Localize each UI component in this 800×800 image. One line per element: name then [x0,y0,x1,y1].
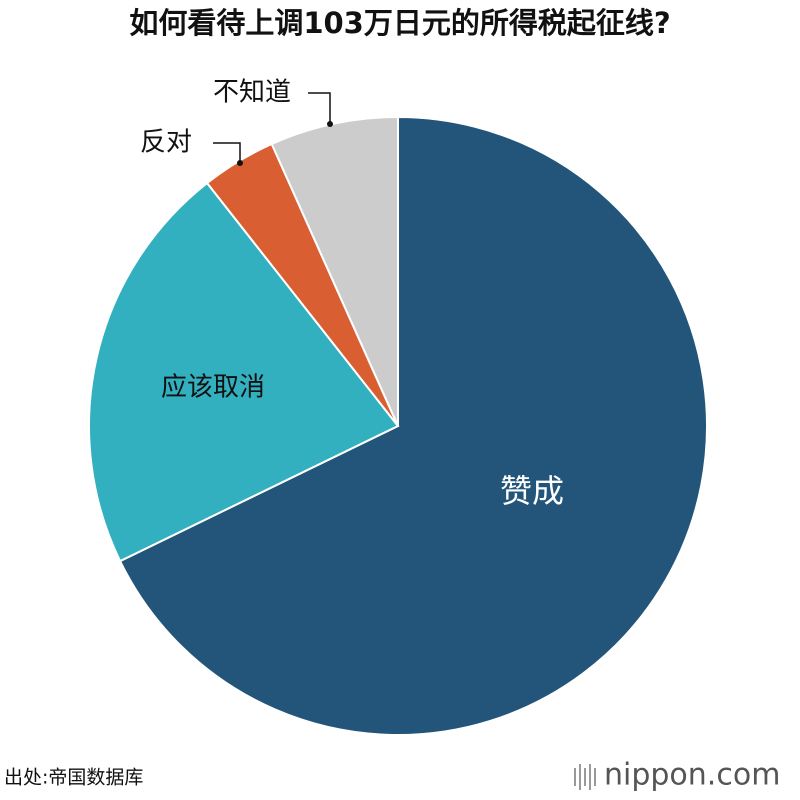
leader-line [213,142,241,163]
leader-dot [237,160,243,166]
slice-label: 应该取消 [161,373,265,403]
slice-label: 反对 [140,128,192,158]
leader-line [308,92,331,124]
pie-slice [270,115,399,427]
slice-label: 不知道 [213,78,291,108]
slice-label: 赞成 [500,472,564,510]
logo: nippon.com [604,758,780,793]
pie-slice [118,115,708,736]
pie-slice [88,181,400,563]
leader-dot [327,121,333,127]
chart-title: 如何看待上调103万日元的所得税起征线? [129,6,670,40]
source: 出处:帝国数据库 [4,767,143,789]
logo-icon [574,764,596,790]
